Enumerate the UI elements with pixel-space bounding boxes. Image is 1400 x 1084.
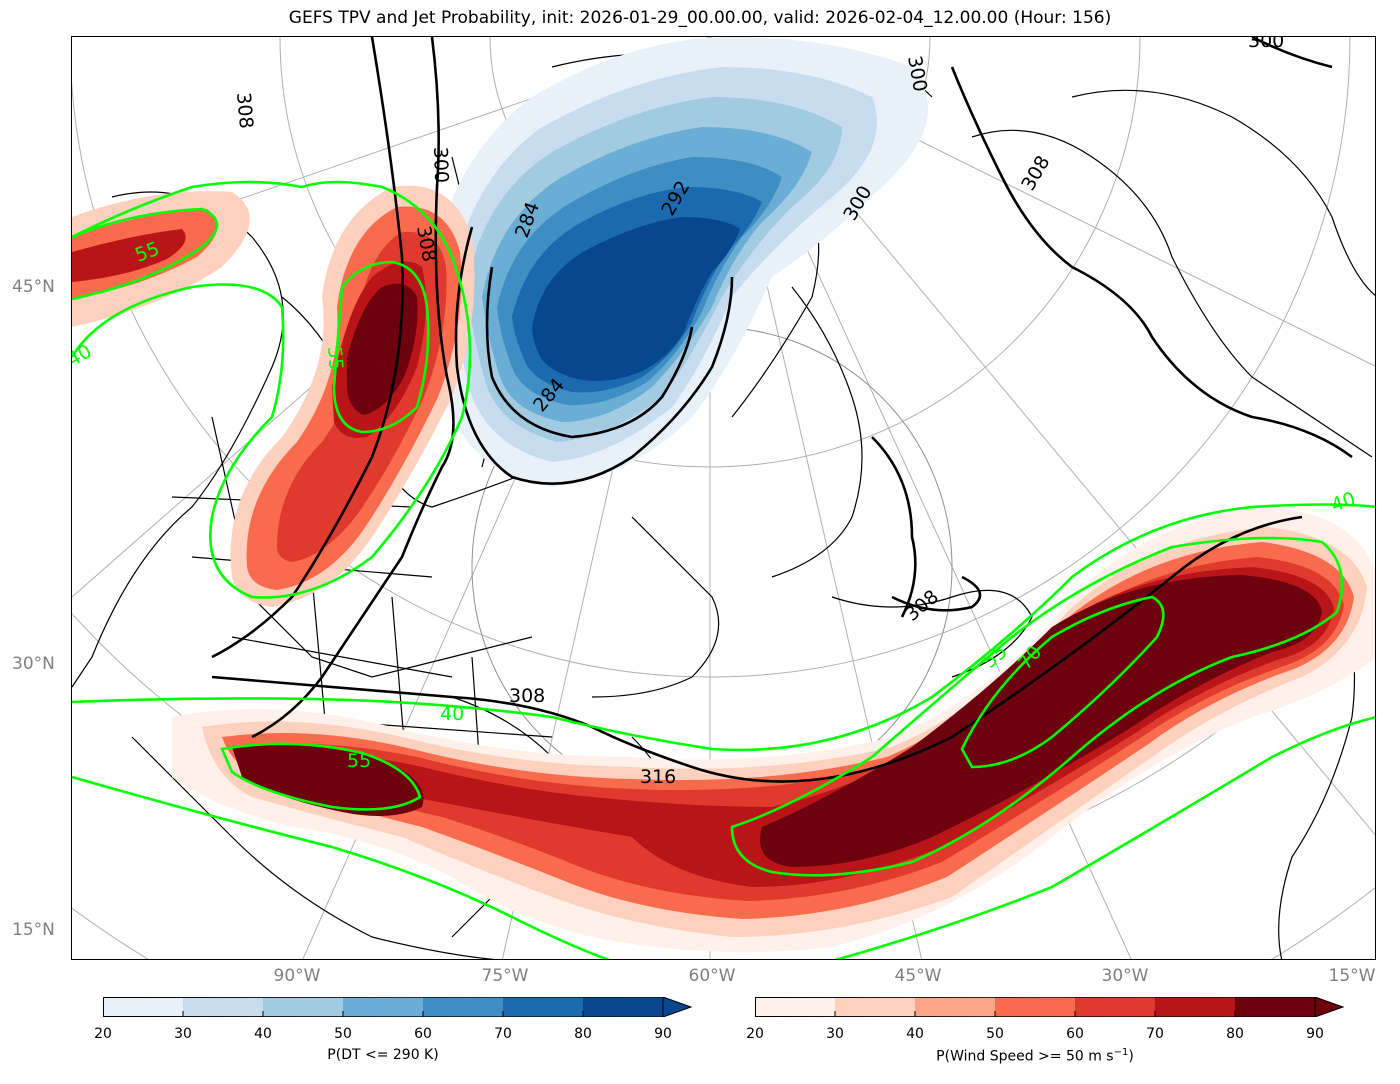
- lon-label: 15°W: [1328, 966, 1376, 986]
- lon-label: 60°W: [688, 966, 736, 986]
- dt-colorbar-tick-label: 30: [174, 1026, 192, 1042]
- wind-colorbar-swatch: [835, 997, 915, 1017]
- dt-colorbar-swatch: [423, 997, 503, 1017]
- wind-colorbar: [755, 997, 1345, 1017]
- dt-colorbar-tick-label: 20: [94, 1026, 112, 1042]
- dt-colorbar-label: P(DT <= 290 K): [327, 1047, 439, 1063]
- theta-label: 300: [1248, 37, 1284, 52]
- dt-colorbar-tick-label: 60: [414, 1026, 432, 1042]
- wind-label: 40: [440, 703, 464, 725]
- dt-colorbar-tick-label: 80: [574, 1026, 592, 1042]
- contour-labels: 300 300 300 300 308 308 308 308 308 316 …: [72, 37, 1358, 788]
- wind-colorbar-swatch: [1235, 997, 1315, 1017]
- dt-colorbar: [103, 997, 693, 1017]
- wind-label: 55: [347, 750, 371, 772]
- wind-colorbar-label-text: P(Wind Speed >= 50 m s: [936, 1048, 1114, 1065]
- theta-label: 308: [901, 586, 943, 626]
- dt-colorbar-tick-label: 50: [334, 1026, 352, 1042]
- lon-label: 45°W: [894, 966, 942, 986]
- wind-colorbar-label: P(Wind Speed >= 50 m s−1): [936, 1047, 1134, 1065]
- dt-colorbar-swatch: [263, 997, 343, 1017]
- theta-contours: [211, 37, 1353, 783]
- dt-colorbar-swatch: [583, 997, 663, 1017]
- dt-colorbar-tick-label: 70: [494, 1026, 512, 1042]
- wind-label: 40: [1328, 488, 1358, 517]
- theta-label: 316: [640, 766, 676, 788]
- lat-label: 30°N: [12, 654, 55, 674]
- theta-label: 308: [509, 685, 545, 707]
- dt-colorbar-swatch: [183, 997, 263, 1017]
- wind-colorbar-tick-label: 40: [906, 1026, 924, 1042]
- wind-label: 40: [72, 340, 95, 371]
- dt-colorbar-swatches: [103, 997, 693, 1017]
- lat-label: 45°N: [12, 277, 55, 297]
- wind-colorbar-swatch: [995, 997, 1075, 1017]
- lon-label: 90°W: [273, 966, 321, 986]
- wind-colorbar-swatch: [1155, 997, 1235, 1017]
- dt-colorbar-tick-label: 90: [654, 1026, 672, 1042]
- wind-colorbar-swatch: [915, 997, 995, 1017]
- wind-colorbar-tick-label: 50: [986, 1026, 1004, 1042]
- wind-contours: [72, 180, 1375, 959]
- map-canvas: 300 300 300 300 308 308 308 308 308 316 …: [72, 37, 1375, 959]
- wind-colorbar-tick-label: 60: [1066, 1026, 1084, 1042]
- map-title: GEFS TPV and Jet Probability, init: 2026…: [288, 8, 1112, 28]
- wind-colorbar-label-end: ): [1128, 1048, 1134, 1065]
- jet-probability-fill: [72, 185, 1375, 953]
- theta-label: 308: [232, 92, 257, 130]
- wind-label: 55: [323, 346, 347, 372]
- wind-colorbar-swatch: [755, 997, 835, 1017]
- dt-colorbar-swatch: [103, 997, 183, 1017]
- theta-label: 300: [429, 146, 452, 183]
- map-panel[interactable]: 300 300 300 300 308 308 308 308 308 316 …: [71, 36, 1376, 960]
- wind-colorbar-tick-label: 30: [826, 1026, 844, 1042]
- wind-colorbar-swatch: [1075, 997, 1155, 1017]
- wind-colorbar-outline: [755, 997, 1316, 1017]
- theta-label: 308: [1017, 152, 1054, 194]
- dt-colorbar-tick-label: 40: [254, 1026, 272, 1042]
- dt-colorbar-swatch: [343, 997, 423, 1017]
- lon-label: 75°W: [481, 966, 529, 986]
- tpv-probability-fill: [432, 37, 928, 487]
- wind-colorbar-tick-label: 20: [746, 1026, 764, 1042]
- dt-colorbar-extend-arrow: [662, 997, 693, 1017]
- wind-colorbar-tick-label: 80: [1226, 1026, 1244, 1042]
- wind-colorbar-tick-label: 70: [1146, 1026, 1164, 1042]
- wind-colorbar-extend-arrow: [1314, 997, 1345, 1017]
- wind-colorbar-label-sup: −1: [1113, 1047, 1129, 1058]
- lon-label: 30°W: [1101, 966, 1149, 986]
- wind-colorbar-swatches: [755, 997, 1345, 1017]
- wind-colorbar-tick-label: 90: [1306, 1026, 1324, 1042]
- dt-colorbar-outline: [103, 997, 664, 1017]
- dt-colorbar-swatch: [503, 997, 583, 1017]
- lat-label: 15°N: [12, 920, 55, 940]
